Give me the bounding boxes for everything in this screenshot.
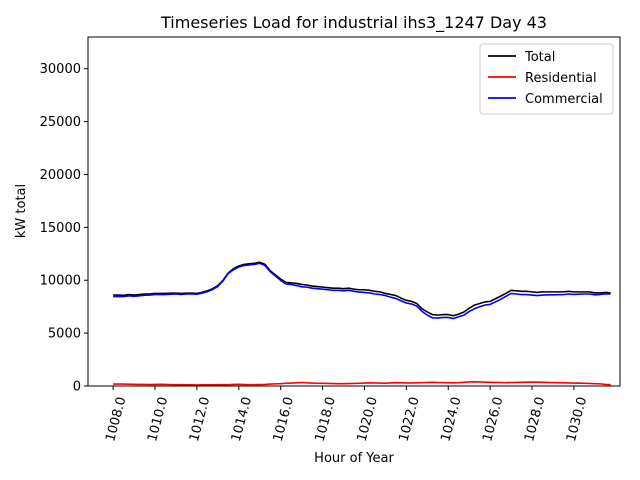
series-line-residential <box>113 380 611 386</box>
x-axis: 1008.0 1010.0 1012.0 1014.0 1016.0 1018.0 1020… <box>103 386 590 443</box>
y-tick-label: 15000 <box>40 221 81 236</box>
plot-frame <box>87 36 621 387</box>
y-tick-label: 25000 <box>40 115 81 130</box>
x-tick-label: 1010.0 <box>145 395 171 443</box>
y-tick-label: 10000 <box>40 274 81 289</box>
legend: Total Residential Commercial <box>479 43 614 115</box>
x-tick-label: 1016.0 <box>271 395 297 443</box>
y-tick-label: 0 <box>73 380 81 395</box>
legend-label-residential: Residential <box>525 71 597 86</box>
y-tick-label: 20000 <box>40 168 81 183</box>
series-layer <box>113 261 611 386</box>
y-tick-label: 5000 <box>48 327 81 342</box>
x-tick-label: 1020.0 <box>355 395 381 443</box>
legend-box <box>479 43 614 115</box>
x-tick-label: 1024.0 <box>438 395 464 443</box>
x-tick-label: 1022.0 <box>396 395 422 443</box>
x-axis-label: Hour of Year <box>314 451 394 466</box>
series-line-commercial <box>113 262 611 320</box>
x-tick-label: 1026.0 <box>480 395 506 443</box>
x-tick-label: 1018.0 <box>313 395 339 443</box>
y-axis: 0 5000 10000 15000 20000 25000 30000 <box>40 62 88 395</box>
x-tick-label: 1008.0 <box>103 395 129 443</box>
y-tick-label: 30000 <box>40 62 81 77</box>
y-axis-label: kW total <box>14 184 29 238</box>
legend-label-commercial: Commercial <box>525 92 603 107</box>
x-tick-label: 1012.0 <box>187 395 213 443</box>
chart-title: Timeseries Load for industrial ihs3_1247… <box>160 13 547 33</box>
x-tick-label: 1028.0 <box>522 395 548 443</box>
x-tick-label: 1014.0 <box>229 395 255 443</box>
legend-label-total: Total <box>524 50 555 65</box>
x-tick-label: 1030.0 <box>564 395 590 443</box>
